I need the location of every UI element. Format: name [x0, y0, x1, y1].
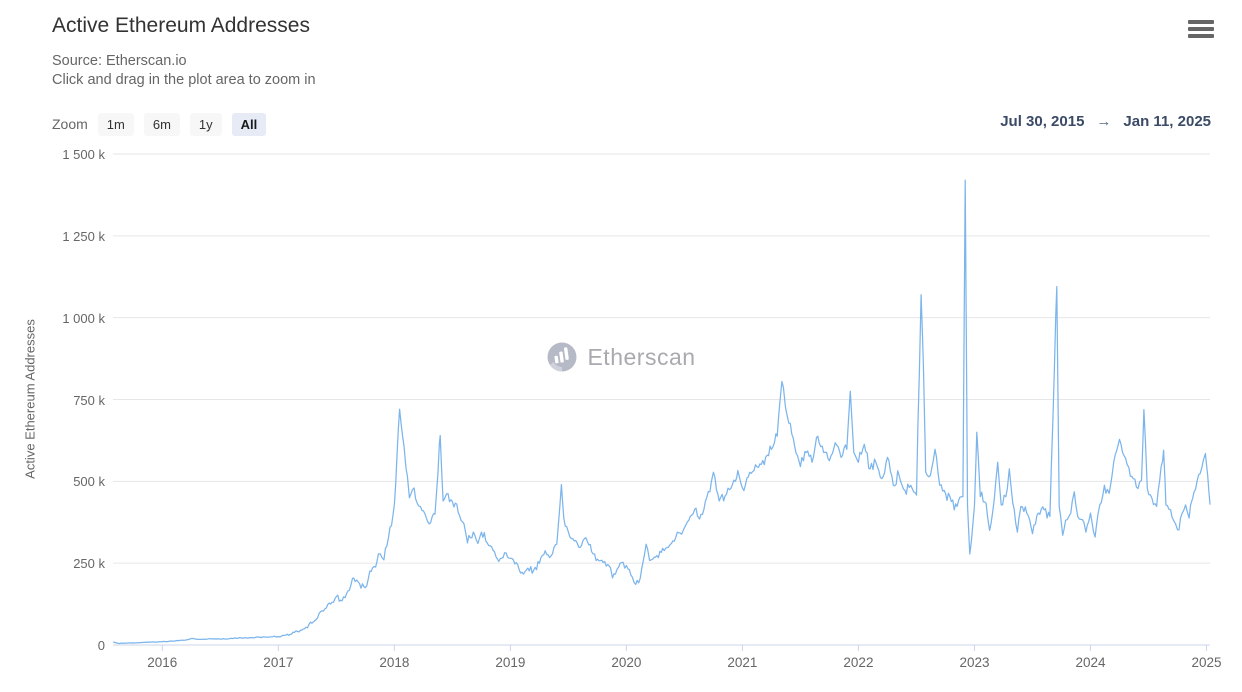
y-axis-tick-label: 1 500 k [62, 147, 105, 162]
x-axis-tick-label: 2017 [263, 655, 294, 670]
y-axis-tick-label: 0 [97, 638, 105, 653]
range-button-1m[interactable]: 1m [97, 112, 134, 136]
source-line: Source: Etherscan.io [52, 53, 187, 69]
x-axis-tick-label: 2019 [495, 655, 526, 670]
range-selector: Zoom 1m 6m 1y All [52, 111, 276, 137]
x-axis-tick-label: 2018 [379, 655, 410, 670]
x-axis-tick-label: 2016 [147, 655, 178, 670]
range-button-all[interactable]: All [231, 112, 267, 136]
y-axis-title: Active Ethereum Addresses [22, 319, 38, 479]
y-axis-tick-label: 500 k [73, 474, 105, 490]
date-range: Jul 30, 2015 → Jan 11, 2025 [1000, 113, 1211, 130]
page-title: Active Ethereum Addresses [52, 14, 310, 37]
date-to-input[interactable]: Jan 11, 2025 [1123, 113, 1211, 130]
x-axis-tick-label: 2025 [1191, 655, 1222, 670]
x-axis-tick-label: 2022 [843, 655, 874, 670]
chart-subtitle: Source: Etherscan.io Click and drag in t… [52, 52, 316, 90]
range-button-6m[interactable]: 6m [143, 112, 180, 136]
hamburger-menu-icon[interactable] [1188, 18, 1214, 40]
range-button-1y[interactable]: 1y [189, 112, 222, 136]
y-axis-tick-label: 750 k [73, 392, 105, 408]
zoom-label: Zoom [52, 116, 88, 132]
x-axis-tick-label: 2020 [611, 655, 642, 670]
y-axis-tick-label: 250 k [73, 556, 105, 572]
x-axis-tick-label: 2024 [1075, 655, 1106, 670]
date-from-input[interactable]: Jul 30, 2015 [1000, 113, 1085, 130]
y-axis-tick-label: 1 250 k [62, 228, 105, 244]
x-axis-tick-label: 2021 [727, 655, 758, 670]
date-range-arrow: → [1096, 113, 1112, 130]
plot-area[interactable] [113, 154, 1210, 645]
series-line [112, 179, 1211, 645]
y-axis-tick-label: 1 000 k [62, 310, 105, 326]
x-axis-tick-label: 2023 [959, 655, 990, 670]
zoom-hint-line: Click and drag in the plot area to zoom … [52, 72, 316, 88]
